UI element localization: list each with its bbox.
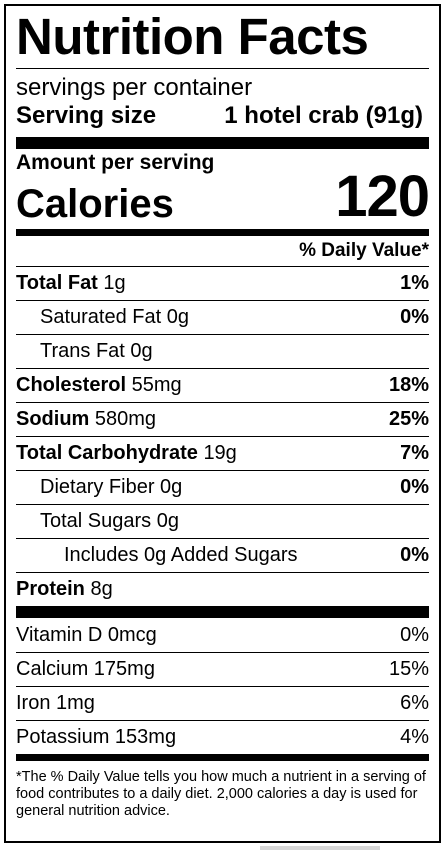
divider-medium [16, 229, 429, 236]
nutrient-name: Saturated Fat 0g [16, 306, 189, 329]
nutrient-name: Total Sugars 0g [16, 510, 179, 533]
vitamin-row: Calcium 175mg 15% [16, 652, 429, 686]
nutrient-row: Dietary Fiber 0g 0% [16, 470, 429, 504]
nutrient-name: Total Carbohydrate 19g [16, 442, 237, 465]
divider [16, 68, 429, 69]
nutrient-row: Sodium 580mg 25% [16, 402, 429, 436]
nutrient-name: Total Fat 1g [16, 272, 126, 295]
vitamin-row: Vitamin D 0mcg 0% [16, 618, 429, 652]
nutrient-amount: 0g [160, 476, 183, 498]
nutrient-amount: 0g [166, 306, 189, 328]
nutrient-daily-value: 25% [388, 408, 429, 430]
serving-size-value: 1 hotel crab (91g) [224, 102, 423, 129]
nutrient-name-text: Saturated Fat [40, 306, 162, 328]
nutrient-row: Saturated Fat 0g 0% [16, 300, 429, 334]
nutrient-name-bold: Protein [16, 578, 85, 600]
nutrient-amount: 0g [130, 340, 153, 362]
nutrient-daily-value: 18% [388, 374, 429, 396]
nutrient-name: Protein 8g [16, 578, 113, 601]
vitamin-name: Vitamin D 0mcg [16, 623, 157, 646]
vitamin-row: Potassium 153mg 4% [16, 720, 429, 754]
nutrient-amount: 580mg [94, 408, 157, 430]
nutrient-list: Total Fat 1g 1% Saturated Fat 0g 0% Trans Fa… [16, 266, 429, 606]
nutrient-daily-value: 0% [400, 306, 429, 328]
nutrient-name-text: Trans Fat [40, 340, 125, 362]
nutrient-name-bold: Total Fat [16, 272, 98, 294]
vitamin-daily-value: 15% [388, 658, 429, 680]
nutrient-name: Dietary Fiber 0g [16, 476, 182, 499]
nutrient-amount: 19g [203, 442, 237, 464]
nutrient-daily-value: 0% [400, 544, 429, 566]
vitamin-row: Iron 1mg 6% [16, 686, 429, 720]
nutrient-amount: 1g [103, 272, 126, 294]
vitamin-name: Potassium 153mg [16, 726, 177, 748]
vitamin-list: Vitamin D 0mcg 0% Calcium 175mg 15% Iron 1mg… [16, 618, 429, 754]
nutrient-row: Protein 8g [16, 572, 429, 606]
nutrient-amount: 55mg [131, 374, 182, 396]
divider-thick [16, 606, 429, 618]
nutrient-name-text: Includes 0g Added Sugars [64, 544, 298, 566]
daily-value-header: % Daily Value* [299, 240, 429, 261]
scrollbar-hint [260, 846, 380, 850]
nutrient-row: Total Fat 1g 1% [16, 266, 429, 300]
nutrient-row: Total Sugars 0g [16, 504, 429, 538]
nutrient-amount: 0g [156, 510, 179, 532]
vitamin-name: Calcium 175mg [16, 658, 155, 680]
nutrient-row: Cholesterol 55mg 18% [16, 368, 429, 402]
divider-thick [16, 137, 429, 149]
serving-size-row: Serving size 1 hotel crab (91g) [16, 101, 429, 137]
nutrient-amount: 8g [90, 578, 113, 600]
nutrient-name: Includes 0g Added Sugars [16, 544, 298, 567]
vitamin-daily-value: 4% [400, 726, 429, 748]
nutrient-daily-value: 1% [400, 272, 429, 294]
serving-size-label: Serving size [16, 102, 157, 129]
nutrient-name: Sodium 580mg [16, 408, 156, 431]
nutrient-name-bold: Sodium [16, 408, 90, 430]
divider-medium [16, 754, 429, 761]
label-title: Nutrition Facts [16, 8, 369, 65]
nutrient-name-text: Total Sugars [40, 510, 152, 532]
nutrient-row: Total Carbohydrate 19g 7% [16, 436, 429, 470]
calories-value: 120 [335, 164, 430, 229]
calories-row: Calories 120 [16, 168, 430, 226]
footnote: *The % Daily Value tells you how much a … [16, 769, 426, 819]
nutrient-daily-value: 0% [400, 476, 429, 498]
servings-per-container: servings per container [16, 74, 253, 101]
nutrient-name-text: Dietary Fiber [40, 476, 155, 498]
nutrient-row: Trans Fat 0g [16, 334, 429, 368]
amount-per-serving: Amount per serving [16, 151, 215, 174]
vitamin-name: Iron 1mg [16, 692, 95, 714]
vitamin-daily-value: 0% [400, 623, 429, 646]
nutrient-name: Cholesterol 55mg [16, 374, 182, 397]
nutrient-row: Includes 0g Added Sugars 0% [16, 538, 429, 572]
vitamin-daily-value: 6% [400, 692, 429, 714]
calories-label: Calories [16, 182, 174, 226]
nutrition-label: Nutrition Facts servings per container S… [4, 4, 441, 843]
nutrient-name-bold: Total Carbohydrate [16, 442, 198, 464]
nutrient-daily-value: 7% [400, 442, 429, 464]
nutrient-name: Trans Fat 0g [16, 340, 153, 363]
nutrient-name-bold: Cholesterol [16, 374, 127, 396]
